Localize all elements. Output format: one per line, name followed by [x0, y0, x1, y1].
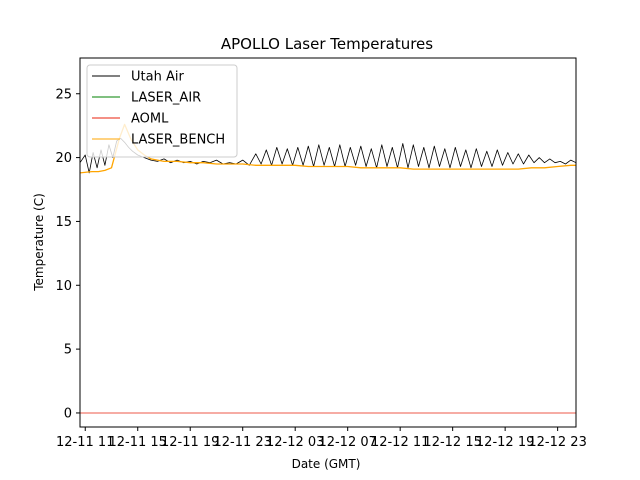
legend-label: LASER_AIR: [131, 91, 201, 106]
y-tick-label: 25: [55, 87, 72, 102]
y-tick-label: 10: [55, 279, 72, 294]
y-tick-label: 15: [55, 215, 72, 230]
x-tick-label: 12-11 23: [213, 435, 271, 450]
y-tick-label: 20: [55, 151, 72, 166]
legend-label: AOML: [131, 112, 169, 127]
chart-title: APOLLO Laser Temperatures: [221, 35, 433, 53]
plot-frame: [79, 57, 577, 428]
legend-label: LASER_BENCH: [131, 133, 225, 148]
x-tick-label: 12-12 07: [318, 435, 376, 450]
x-tick-label: 12-12 23: [528, 435, 586, 450]
x-tick-label: 12-11 15: [109, 435, 167, 450]
x-tick-label: 12-12 19: [476, 435, 534, 450]
legend-label: Utah Air: [131, 70, 184, 85]
x-tick-label: 12-11 19: [161, 435, 219, 450]
legend: Utah Air LASER_AIR AOML LASER_BENCH: [86, 64, 238, 158]
y-tick-label: 0: [64, 406, 72, 421]
x-axis-label: Date (GMT): [292, 457, 361, 471]
legend-box: [86, 64, 238, 158]
x-tick-label: 12-12 11: [371, 435, 429, 450]
x-tick-label: 12-11 11: [56, 435, 114, 450]
series-layer: [79, 123, 577, 414]
y-axis-label: Temperature (C): [32, 193, 46, 292]
series-line-utah-air: [79, 137, 577, 174]
y-tick-label: 5: [64, 343, 72, 358]
x-tick-label: 12-12 03: [266, 435, 324, 450]
x-tick-label: 12-12 15: [423, 435, 481, 450]
